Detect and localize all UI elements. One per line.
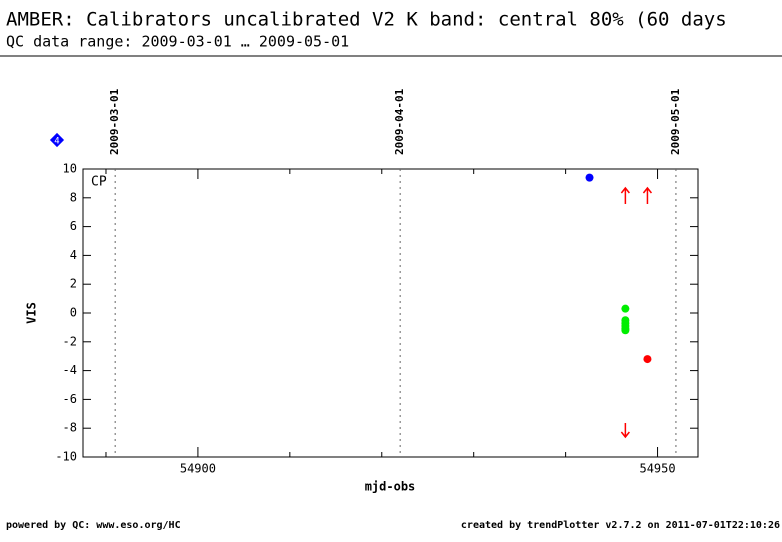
limit-arrow [642, 186, 653, 204]
y-tick-label: -2 [63, 334, 77, 348]
limit-arrow [620, 186, 630, 204]
y-tick-label: -6 [63, 392, 77, 406]
point [585, 173, 594, 182]
y-tick-label: -10 [55, 450, 77, 464]
point [621, 326, 630, 335]
y-tick-label: -4 [63, 363, 77, 377]
limit-arrow [620, 423, 630, 439]
badge: 4 [54, 137, 59, 147]
point [621, 304, 630, 313]
point [643, 355, 652, 364]
date-label: 2009-04-01 [393, 88, 406, 155]
plot-frame [82, 168, 699, 458]
y-tick-label: 0 [70, 306, 77, 320]
x-tick-label: 54950 [639, 462, 675, 476]
y-label: VIS [25, 302, 39, 324]
x-label: mjd-obs [365, 480, 416, 494]
y-tick-label: 10 [63, 162, 77, 176]
y-tick-label: 6 [70, 219, 77, 233]
footer-left: powered by QC: www.eso.org/HC [6, 520, 181, 531]
title: AMBER: Calibrators uncalibrated V2 K ban… [6, 9, 727, 31]
subtitle: QC data range: 2009-03-01 … 2009-05-01 [6, 33, 349, 51]
date-label: 2009-05-01 [669, 88, 682, 155]
x-tick-label: 54900 [180, 462, 216, 476]
y-tick-label: 2 [70, 277, 77, 291]
panel-label: CP [91, 175, 107, 190]
y-tick-label: 8 [70, 190, 77, 204]
date-label: 2009-03-01 [108, 88, 121, 155]
y-tick-label: 4 [70, 248, 77, 262]
footer-right: created by trendPlotter v2.7.2 on 2011-0… [461, 520, 780, 531]
y-tick-label: -8 [63, 421, 77, 435]
